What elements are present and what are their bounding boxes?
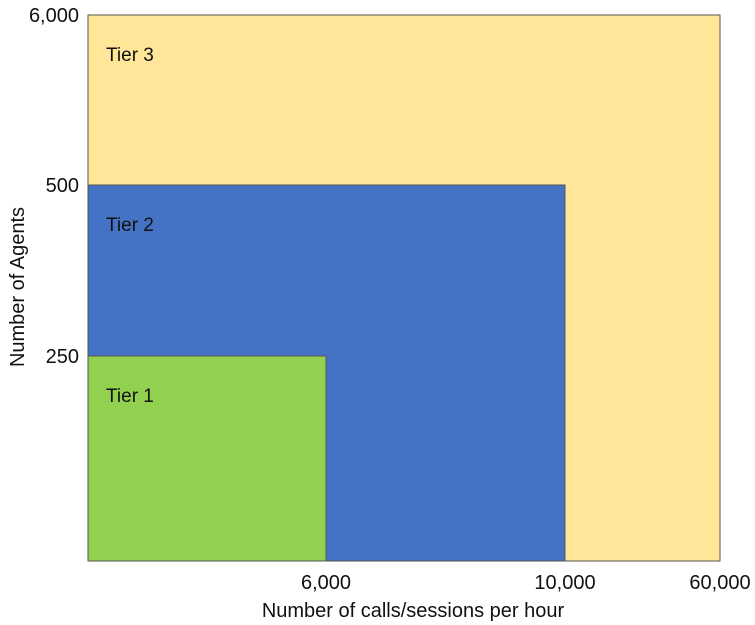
x-tick-label: 6,000: [301, 572, 351, 594]
x-tick-label: 10,000: [534, 572, 595, 594]
tier-labels: Tier 3 Tier 2 Tier 1: [106, 45, 154, 407]
tier-2-label: Tier 2: [106, 215, 154, 236]
y-tick-label: 250: [46, 346, 79, 368]
y-tick-label: 6,000: [29, 5, 79, 27]
y-axis-label: Number of Agents: [7, 207, 29, 367]
y-tick-label: 500: [46, 175, 79, 197]
x-axis-label: Number of calls/sessions per hour: [262, 600, 565, 622]
y-tick-labels: 250 500 6,000: [29, 5, 79, 368]
tier-1-label: Tier 1: [106, 386, 154, 407]
x-tick-labels: 6,000 10,000 60,000: [301, 572, 751, 594]
x-tick-label: 60,000: [689, 572, 750, 594]
tier-3-label: Tier 3: [106, 45, 154, 66]
tier-rects: [87, 14, 721, 562]
tier-1-area: [87, 355, 327, 562]
